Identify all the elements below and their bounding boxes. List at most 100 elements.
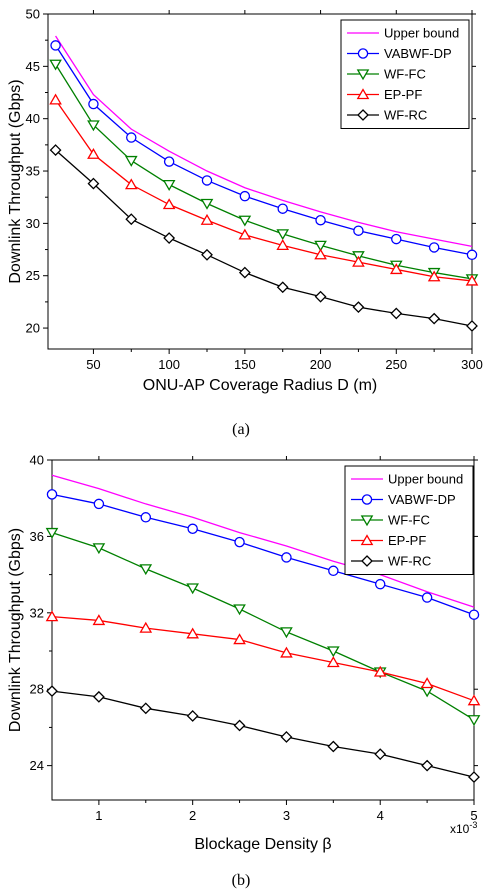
y-tick-label: 40: [30, 453, 44, 468]
series-line: [55, 35, 473, 248]
data-point: [314, 290, 327, 303]
data-point: [140, 512, 152, 523]
y-tick-label: 20: [26, 321, 40, 336]
data-point: [139, 702, 152, 715]
series-upper-bound: [51, 474, 475, 608]
data-point: [467, 694, 481, 706]
data-point: [465, 274, 479, 286]
data-point: [87, 120, 100, 132]
data-point: [139, 564, 153, 576]
data-point: [200, 198, 214, 210]
data-point: [125, 213, 138, 226]
data-point: [280, 646, 293, 658]
data-point: [201, 248, 213, 261]
legend-marker: [360, 534, 374, 546]
data-point: [201, 175, 213, 186]
data-point: [186, 710, 199, 722]
data-point: [374, 578, 386, 590]
data-point: [238, 215, 252, 227]
x-tick-label: 4: [377, 808, 384, 823]
data-point: [328, 565, 339, 577]
legend-label: VABWF-DP: [388, 492, 456, 507]
data-point: [163, 232, 176, 244]
y-axis-label: Downlink Throughput (Gbps): [7, 528, 24, 732]
y-tick-label: 40: [26, 111, 40, 126]
data-point: [126, 132, 137, 143]
data-point: [45, 610, 59, 622]
data-point: [280, 627, 293, 639]
y-axis-label: Downlink Throughput (Gbps): [7, 79, 24, 283]
series-upper-bound: [55, 35, 473, 248]
series-wf-rc: [49, 144, 478, 332]
x-tick-label: 200: [310, 357, 332, 372]
x-tick-label: 250: [385, 357, 407, 372]
data-point: [233, 604, 246, 616]
x-tick-label: 100: [158, 357, 180, 372]
data-point: [233, 633, 246, 645]
data-point: [421, 592, 433, 603]
data-point: [50, 40, 61, 51]
data-point: [427, 270, 441, 282]
x-tick-label: 3: [283, 808, 290, 823]
data-point: [238, 266, 251, 279]
data-point: [280, 731, 293, 743]
plot-frame: [51, 459, 475, 801]
y-tick-label: 28: [30, 682, 44, 697]
data-point: [49, 144, 62, 157]
series-wf-fc: [49, 59, 479, 286]
legend-label: Upper bound: [388, 472, 463, 487]
y-tick-label: 35: [26, 164, 40, 179]
x-tick-label: 5: [470, 808, 477, 823]
data-point: [162, 198, 176, 210]
data-point: [45, 527, 59, 539]
series-vabwf-dp: [46, 489, 480, 620]
legend-marker: [357, 48, 369, 59]
x-tick-label: 2: [189, 808, 196, 823]
data-point: [315, 214, 326, 226]
x-axis-label: ONU-AP Coverage Radius D (m): [143, 377, 377, 394]
legend-marker: [357, 109, 369, 121]
legend-label: WF-FC: [384, 67, 426, 82]
x-tick-label: 1: [95, 808, 102, 823]
series-line: [51, 493, 475, 616]
data-point: [162, 179, 176, 191]
series-line: [55, 63, 473, 280]
data-point: [391, 233, 402, 245]
data-point: [49, 93, 62, 105]
data-point: [281, 552, 292, 563]
y-tick-label: 32: [30, 605, 44, 620]
data-point: [373, 665, 387, 677]
data-point: [200, 213, 214, 225]
legend-label: WF-RC: [384, 108, 427, 123]
legend-marker: [356, 88, 370, 100]
data-point: [93, 498, 105, 510]
chart-0: 50 100 150 200 250 300 20 25 30 35 40 45 50 ONU-AP Co…: [7, 7, 483, 439]
data-point: [314, 240, 327, 252]
legend: Upper bound VABWF-DP WF-FC EP-PF WF-RC: [340, 19, 470, 129]
chart-1: 1 2 3 4 5 24 28 32 36 40 Blockage Density β Downlin…: [7, 453, 481, 889]
data-point: [276, 281, 289, 294]
data-point: [88, 98, 99, 110]
data-point: [467, 715, 481, 727]
y-tick-label: 25: [26, 268, 40, 283]
data-point: [186, 583, 199, 595]
series-line: [51, 474, 475, 608]
data-point: [239, 190, 251, 202]
y-tick-label: 30: [26, 216, 40, 231]
x-axis-label: Blockage Density β: [194, 836, 331, 853]
data-point: [92, 614, 106, 626]
legend-label: VABWF-DP: [384, 46, 452, 61]
legend-marker: [360, 515, 374, 527]
data-point: [468, 771, 480, 783]
series-ep-pf: [45, 610, 481, 706]
series-line: [51, 615, 475, 702]
legend-label: EP-PF: [388, 533, 426, 548]
y-tick-label: 36: [30, 529, 44, 544]
data-point: [233, 719, 246, 732]
data-point: [327, 740, 340, 753]
series-wf-rc: [46, 685, 480, 783]
data-point: [314, 248, 327, 260]
data-point: [87, 147, 100, 159]
data-point: [124, 155, 138, 167]
